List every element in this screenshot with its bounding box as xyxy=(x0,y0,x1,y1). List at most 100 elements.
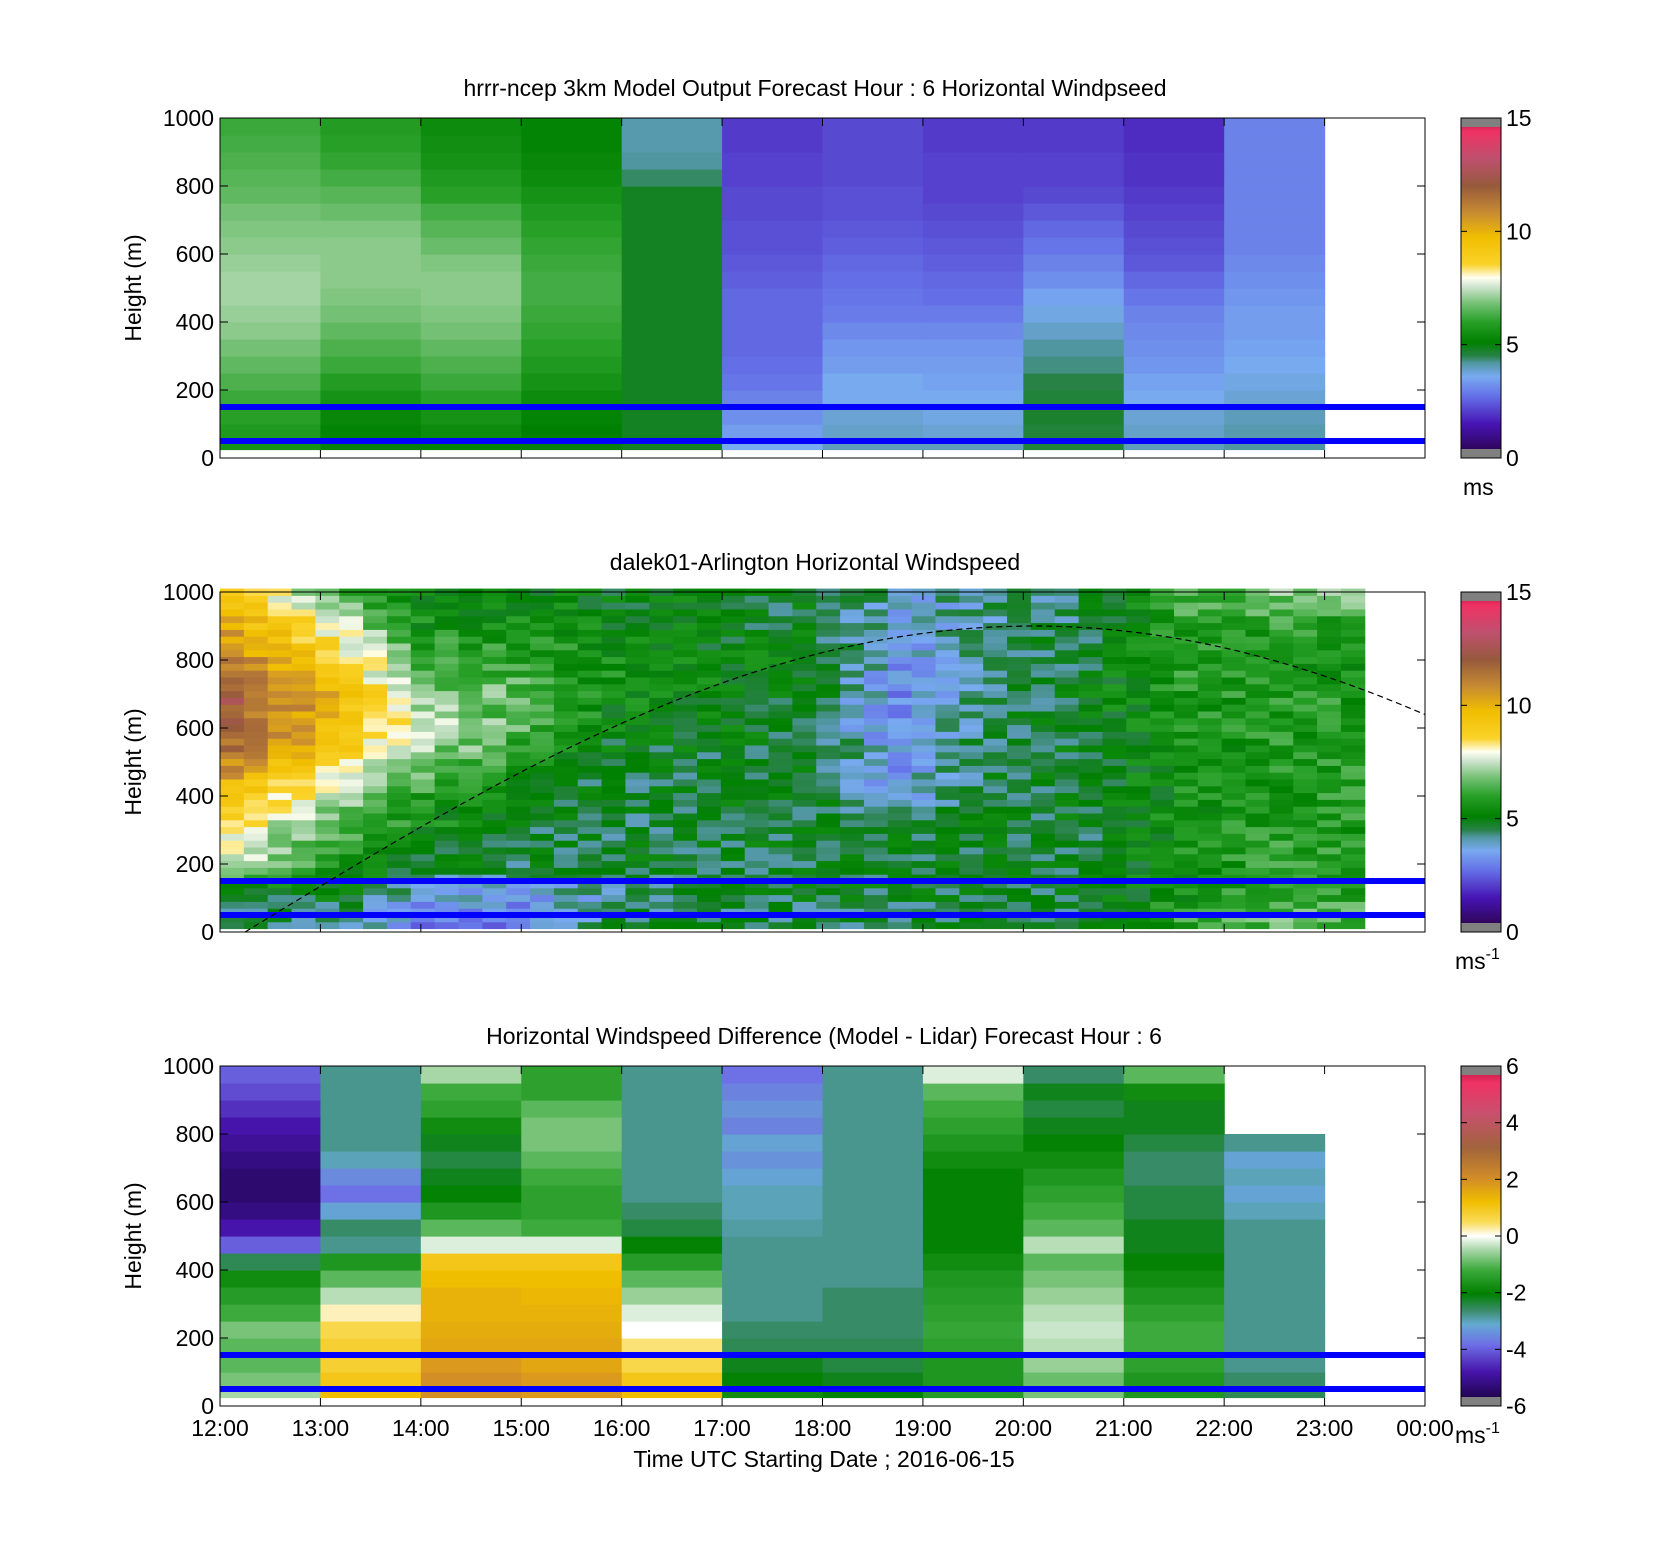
heatmap-cell xyxy=(577,881,603,889)
heatmap-cell xyxy=(911,860,936,868)
heatmap-cell xyxy=(553,615,579,624)
heatmap-cell xyxy=(1293,677,1318,685)
heatmap-cell xyxy=(959,867,984,875)
heatmap-cell xyxy=(315,704,340,712)
heatmap-cell xyxy=(267,874,293,882)
heatmap-cell xyxy=(816,656,841,664)
heatmap-cell xyxy=(1030,901,1056,909)
heatmap-cell xyxy=(1173,602,1199,610)
heatmap-cell xyxy=(506,826,531,834)
heatmap-cell xyxy=(1054,711,1080,719)
heatmap-cell xyxy=(649,717,674,726)
heatmap-cell xyxy=(1317,677,1342,685)
heatmap-cell xyxy=(577,860,603,868)
heatmap-cell xyxy=(553,622,579,630)
heatmap-cell xyxy=(922,237,1024,255)
heatmap-cell xyxy=(744,731,770,739)
heatmap-cell xyxy=(243,738,269,746)
heatmap-cell xyxy=(1150,656,1175,664)
heatmap-cell xyxy=(983,622,1008,630)
heatmap-cell xyxy=(1023,1066,1125,1084)
heatmap-cell xyxy=(1007,677,1032,685)
colorbar-gradient xyxy=(1460,591,1502,933)
heatmap-cell xyxy=(722,118,824,136)
heatmap-cell xyxy=(621,118,723,136)
heatmap-cell xyxy=(1317,745,1342,753)
heatmap-cell xyxy=(506,663,531,671)
heatmap-cell xyxy=(625,908,650,916)
heatmap-cell xyxy=(1030,833,1056,841)
heatmap-cell xyxy=(601,636,626,644)
heatmap-cell xyxy=(220,683,245,692)
heatmap-cell xyxy=(243,649,269,658)
heatmap-cell xyxy=(911,595,936,603)
heatmap-cell xyxy=(267,785,293,794)
heatmap-cell xyxy=(1197,908,1223,916)
heatmap-cell xyxy=(911,874,936,882)
heatmap-cell xyxy=(363,731,388,739)
heatmap-cell xyxy=(1317,717,1342,726)
heatmap-cell xyxy=(315,663,340,671)
heatmap-cell xyxy=(601,826,626,834)
heatmap-cell xyxy=(673,643,698,651)
heatmap-cell xyxy=(1269,881,1294,889)
heatmap-cell xyxy=(922,1253,1024,1271)
heatmap-cell xyxy=(315,602,340,610)
heatmap-cell xyxy=(887,629,913,637)
heatmap-cell xyxy=(1102,683,1127,692)
heatmap-cell xyxy=(1245,670,1270,678)
heatmap-cell xyxy=(697,649,722,658)
heatmap-cell xyxy=(887,765,913,773)
heatmap-cell xyxy=(768,772,793,780)
heatmap-cell xyxy=(339,881,364,889)
heatmap-cell xyxy=(887,609,913,617)
heatmap-cell xyxy=(744,881,770,889)
heatmap-cell xyxy=(1054,819,1080,828)
heatmap-cell xyxy=(720,847,746,855)
heatmap-cell xyxy=(220,1219,322,1237)
heatmap-cell xyxy=(887,826,913,834)
heatmap-cell xyxy=(922,220,1024,238)
heatmap-cell xyxy=(243,643,269,651)
heatmap-cell xyxy=(1173,609,1199,617)
heatmap-cell xyxy=(1224,186,1326,204)
heatmap-cell xyxy=(863,840,889,848)
heatmap-cell xyxy=(959,792,984,800)
heatmap-cell xyxy=(922,1219,1024,1237)
heatmap-cell xyxy=(530,656,555,664)
heatmap-cell xyxy=(625,670,650,678)
heatmap-cell xyxy=(1102,881,1127,889)
heatmap-cell xyxy=(1269,683,1294,692)
heatmap-cell xyxy=(1123,135,1225,153)
heatmap-cell xyxy=(673,887,698,896)
heatmap-cell xyxy=(530,758,555,766)
heatmap-cell xyxy=(1317,908,1342,916)
heatmap-cell xyxy=(577,609,603,617)
heatmap-cell xyxy=(386,874,412,882)
heatmap-cell xyxy=(1102,894,1127,902)
heatmap-cell xyxy=(410,881,436,889)
heatmap-cell xyxy=(1340,609,1366,617)
heatmap-cell xyxy=(1245,779,1270,787)
heatmap-cell xyxy=(983,636,1008,644)
heatmap-cell xyxy=(530,670,555,678)
heatmap-cell xyxy=(291,711,316,719)
heatmap-cell xyxy=(863,656,889,664)
heatmap-cell xyxy=(315,792,340,800)
heatmap-cell xyxy=(410,677,436,685)
heatmap-cell xyxy=(267,921,293,930)
heatmap-cell xyxy=(577,697,603,705)
heatmap-cell xyxy=(697,765,722,773)
heatmap-cell xyxy=(1269,833,1294,841)
panel-model: hrrr-ncep 3km Model Output Forecast Hour… xyxy=(120,75,1532,500)
heatmap-cell xyxy=(339,615,364,624)
heatmap-cell xyxy=(1197,745,1223,753)
heatmap-cell xyxy=(983,806,1008,814)
heatmap-cell xyxy=(840,670,865,678)
heatmap-cell xyxy=(621,152,723,170)
heatmap-cell xyxy=(601,677,626,685)
heatmap-cell xyxy=(1221,717,1247,726)
heatmap-cell xyxy=(621,356,723,374)
heatmap-cell xyxy=(792,615,817,624)
heatmap-cell xyxy=(420,356,522,374)
